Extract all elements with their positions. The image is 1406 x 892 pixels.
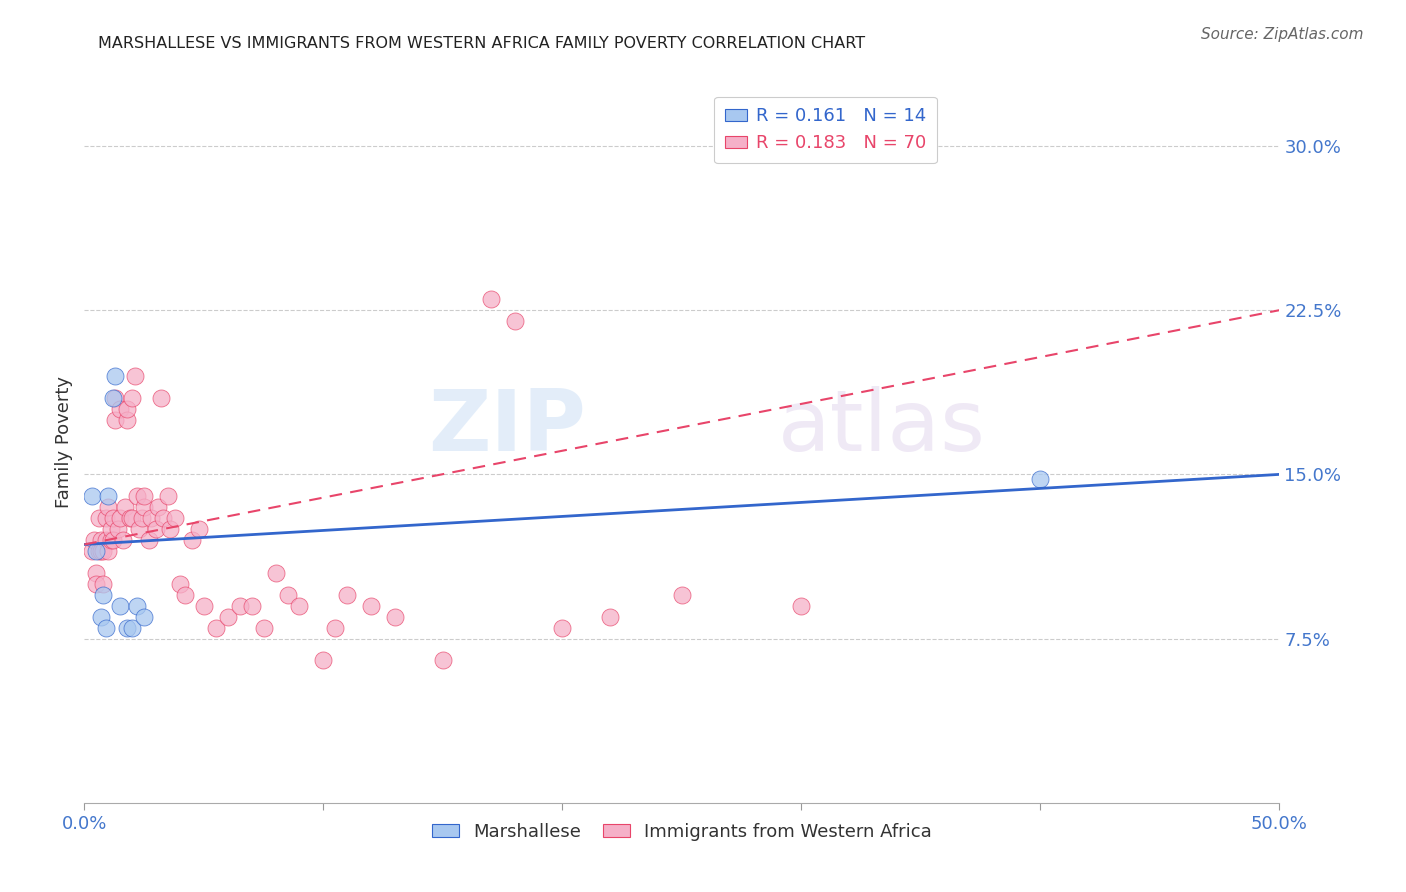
Point (128, 522, 150, 536)
Point (336, 588, 359, 602)
Point (107, 522, 129, 536)
Point (110, 511, 132, 525)
Point (110, 401, 132, 416)
Point (479, 292, 502, 306)
Point (165, 511, 187, 525)
Point (90, 533, 112, 547)
Point (599, 609, 621, 624)
Point (97, 500, 120, 515)
Point (205, 621, 228, 635)
Text: Source: ZipAtlas.com: Source: ZipAtlas.com (1201, 27, 1364, 42)
Point (117, 621, 139, 635)
Point (80, 489, 103, 503)
Point (117, 401, 139, 416)
Point (121, 511, 143, 525)
Point (90, 544, 112, 558)
Point (181, 533, 204, 547)
Point (360, 599, 382, 613)
Point (104, 368, 127, 383)
Point (101, 391, 124, 405)
Point (93, 588, 115, 602)
Point (132, 489, 156, 503)
Point (169, 577, 191, 591)
Point (87, 544, 110, 558)
Point (671, 588, 693, 602)
Point (121, 391, 143, 405)
Point (100, 522, 122, 536)
Point (87, 511, 110, 525)
Point (132, 500, 156, 515)
Point (94, 511, 117, 525)
Point (229, 599, 252, 613)
Point (240, 599, 263, 613)
Point (86, 544, 108, 558)
Point (188, 522, 211, 536)
Point (101, 533, 124, 547)
Point (111, 533, 134, 547)
Point (83, 533, 105, 547)
Point (118, 511, 141, 525)
Point (104, 412, 127, 426)
Point (148, 500, 170, 515)
Point (90, 609, 112, 624)
Point (288, 599, 311, 613)
Text: ZIP: ZIP (429, 385, 586, 468)
Point (97, 544, 120, 558)
Point (253, 621, 276, 635)
Point (503, 314, 526, 328)
Point (217, 609, 239, 624)
Point (104, 391, 127, 405)
Point (149, 391, 172, 405)
Point (110, 599, 132, 613)
Point (132, 609, 156, 624)
Point (117, 412, 139, 426)
Point (551, 621, 574, 635)
Point (1029, 472, 1052, 486)
Point (80, 544, 103, 558)
Point (124, 368, 146, 383)
Point (141, 511, 163, 525)
Point (432, 653, 454, 667)
Point (114, 500, 136, 515)
Point (384, 609, 406, 624)
Point (325, 621, 347, 635)
Point (93, 544, 115, 558)
Point (193, 599, 215, 613)
Point (94, 621, 117, 635)
Point (790, 599, 813, 613)
Point (125, 599, 148, 613)
Point (101, 511, 124, 525)
Y-axis label: Family Poverty: Family Poverty (55, 376, 73, 508)
Point (277, 588, 299, 602)
Point (100, 533, 122, 547)
Text: MARSHALLESE VS IMMIGRANTS FROM WESTERN AFRICA FAMILY POVERTY CORRELATION CHART: MARSHALLESE VS IMMIGRANTS FROM WESTERN A… (98, 36, 866, 51)
Point (86, 577, 108, 591)
Legend: Marshallese, Immigrants from Western Africa: Marshallese, Immigrants from Western Afr… (425, 815, 939, 848)
Point (159, 522, 181, 536)
Point (97, 489, 120, 503)
Point (138, 533, 160, 547)
Point (312, 653, 335, 667)
Point (173, 588, 195, 602)
Point (152, 511, 174, 525)
Point (264, 566, 287, 580)
Point (145, 522, 167, 536)
Text: atlas: atlas (778, 385, 986, 468)
Point (86, 566, 108, 580)
Point (121, 621, 143, 635)
Point (157, 489, 180, 503)
Point (131, 511, 153, 525)
Point (125, 489, 148, 503)
Point (93, 577, 115, 591)
Point (94, 533, 117, 547)
